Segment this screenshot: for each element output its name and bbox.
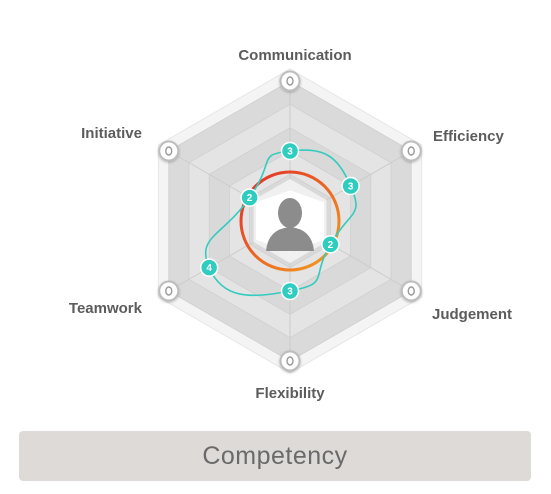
axis-node	[158, 280, 180, 302]
axis-label-teamwork: Teamwork	[69, 300, 143, 317]
data-point-initiative: 2	[240, 188, 259, 207]
axis-label-initiative: Initiative	[81, 125, 142, 142]
axis-node	[279, 350, 301, 372]
axis-node-inner	[402, 142, 420, 160]
axis-label-efficiency: Efficiency	[433, 128, 505, 145]
axis-label-communication: Communication	[238, 47, 351, 64]
axis-node-icon	[286, 76, 294, 86]
data-point-marker	[280, 141, 300, 161]
radar-axis-nodes	[158, 70, 422, 372]
data-label: 3	[348, 182, 354, 193]
axis-node	[400, 280, 422, 302]
data-point-communication: 3	[280, 141, 300, 161]
data-label: 2	[328, 240, 334, 251]
data-point-marker	[341, 176, 360, 196]
radar-chart: 3 3 2 3 4 2 Communication Efficiency Judgement F…	[69, 47, 512, 402]
center-avatar	[239, 170, 341, 272]
data-point-marker	[280, 281, 300, 301]
data-point-judgement: 2	[321, 235, 340, 254]
axis-label-judgement: Judgement	[432, 306, 512, 323]
data-label: 3	[287, 287, 293, 298]
data-point-marker	[240, 188, 259, 207]
axis-node	[158, 140, 180, 162]
competency-footer: Competency	[19, 431, 531, 481]
axis-label-flexibility: Flexibility	[255, 385, 325, 402]
axis-node-inner	[281, 72, 299, 90]
axis-node-inner	[402, 282, 420, 300]
axis-node-icon	[165, 286, 173, 296]
data-point-flexibility: 3	[280, 281, 300, 301]
data-label: 4	[206, 263, 212, 274]
data-label: 2	[247, 193, 253, 204]
axis-node-icon	[286, 356, 294, 366]
score-ring	[239, 170, 341, 272]
radar-series: 3 3 2 3 4 2	[199, 141, 360, 301]
axis-node-inner	[160, 142, 178, 160]
data-label: 3	[287, 147, 293, 158]
axis-node-icon	[407, 146, 415, 156]
axis-node	[279, 70, 301, 92]
axis-node-inner	[281, 352, 299, 370]
avatar-body-icon	[266, 227, 314, 251]
data-point-marker	[321, 235, 340, 254]
competency-title: Competency	[202, 441, 348, 470]
radar-axis-labels: Communication Efficiency Judgement Flexibil…	[69, 47, 512, 402]
data-point-teamwork: 4	[199, 258, 219, 277]
axis-node-icon	[407, 286, 415, 296]
data-point-marker	[199, 258, 219, 277]
axis-node-inner	[160, 282, 178, 300]
data-point-efficiency: 3	[341, 176, 360, 196]
axis-node	[400, 140, 422, 162]
avatar-head-icon	[278, 198, 302, 228]
axis-node-icon	[165, 146, 173, 156]
